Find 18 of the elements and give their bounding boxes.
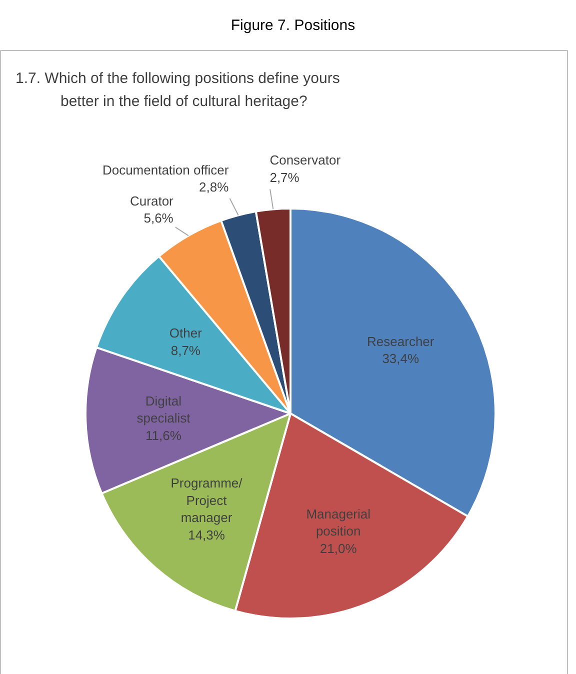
slice-label: Curator — [130, 193, 174, 208]
slice-label: Managerial position — [306, 506, 371, 539]
slice-label: Programme/ Project manager — [170, 476, 243, 526]
slice-label: Conservator — [270, 152, 342, 168]
chart-title: Figure 7. Positions — [230, 16, 356, 36]
chart-subtitle: 1.7. Which of the following positions define yours better in the field of cultural heritage? — [16, 70, 340, 110]
data-label: 2,8% — [199, 180, 230, 195]
data-label: 5,6% — [144, 210, 174, 226]
data-label: 21,0% — [320, 540, 358, 556]
slice-label: Digital specialist — [136, 393, 191, 426]
data-label: 33,4% — [382, 351, 420, 366]
data-label: 2,7% — [270, 170, 300, 185]
data-label: 14,3% — [188, 527, 226, 542]
data-label: 11,6% — [146, 428, 182, 443]
slice-label: Other — [169, 326, 203, 341]
data-label: 8,7% — [170, 342, 201, 358]
slice-label: Documentation officer — [102, 162, 230, 178]
slice-label: Researcher — [367, 334, 435, 349]
